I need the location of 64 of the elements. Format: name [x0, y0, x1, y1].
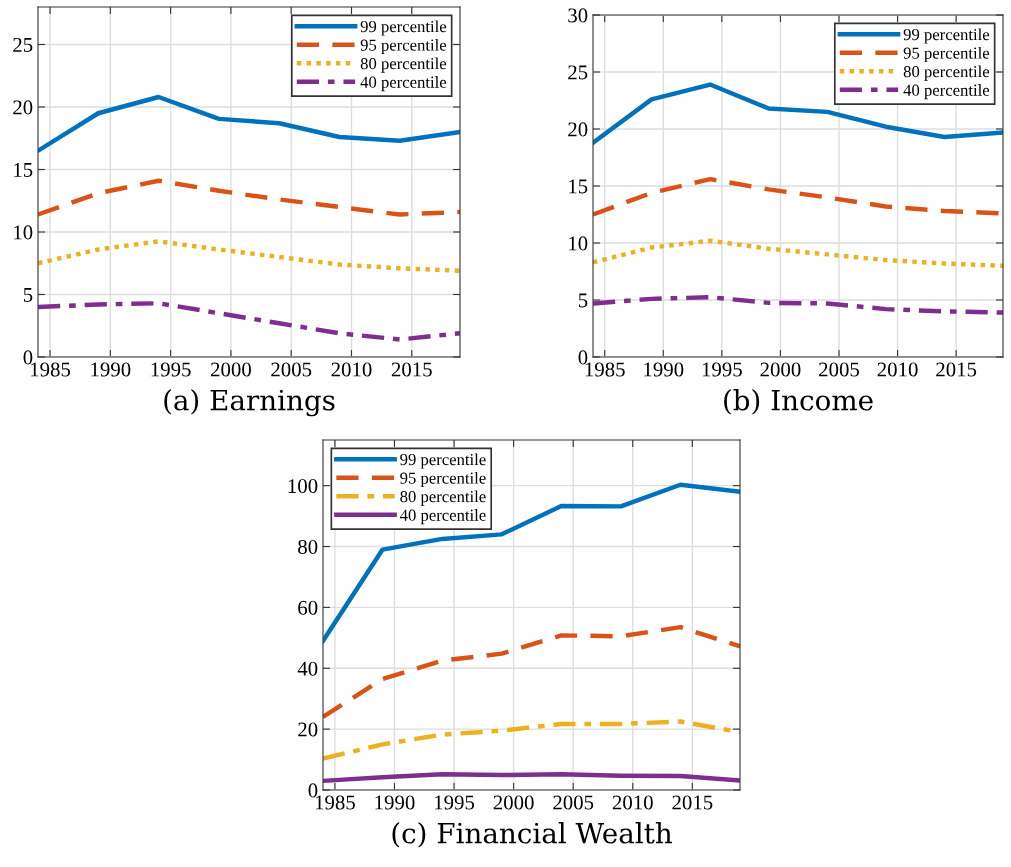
line-series [38, 301, 460, 342]
x-tick-label: 2005 [553, 795, 594, 810]
legend-label: 80 percentile [360, 57, 447, 73]
legend-label: 99 percentile [360, 20, 447, 36]
y-tick-label: 10 [14, 225, 33, 240]
x-axis-title: (c) Financial Wealth [392, 822, 672, 848]
legend-label: 40 percentile [399, 509, 486, 525]
x-tick-label: 2010 [331, 362, 372, 377]
y-tick-label: 5 [578, 293, 588, 308]
y-tick-label: 0 [578, 350, 588, 365]
x-tick-label: 1990 [644, 362, 684, 377]
y-tick-label: 10 [569, 236, 588, 251]
line-series [38, 94, 460, 153]
y-tick-label: 15 [14, 162, 33, 177]
x-tick-label: 2010 [877, 362, 918, 377]
y-tick-label: 25 [13, 37, 33, 52]
y-tick-label: 0 [23, 350, 33, 365]
x-tick-label: 2005 [271, 362, 312, 377]
y-tick-label: 30 [568, 8, 588, 23]
line-series [593, 294, 1003, 315]
line-series [38, 239, 460, 273]
y-tick-label: 20 [13, 100, 33, 115]
legend-label: 80 percentile [400, 490, 486, 506]
y-tick-label: 40 [297, 661, 318, 676]
line-series [593, 238, 1003, 269]
x-tick-label: 1985 [315, 795, 355, 810]
line-series [38, 178, 460, 217]
line-series [323, 624, 740, 720]
x-axis-title: (b) Income [724, 389, 873, 415]
y-tick-label: 20 [568, 122, 588, 137]
legend-label: 40 percentile [360, 76, 447, 92]
y-tick-label: 5 [23, 288, 33, 302]
x-tick-label: 2015 [936, 362, 977, 377]
x-tick-label: 2000 [493, 795, 534, 810]
x-tick-label: 1995 [435, 795, 475, 810]
y-tick-label: 0 [308, 783, 318, 798]
x-tick-label: 2010 [612, 795, 653, 810]
legend-label: 80 percentile [903, 65, 990, 81]
x-tick-label: 2015 [672, 795, 713, 810]
line-series [593, 82, 1003, 145]
x-tick-label: 1990 [91, 362, 131, 377]
x-tick-label: 1995 [151, 362, 191, 377]
y-tick-label: 80 [298, 539, 318, 554]
legend-label: 99 percentile [400, 453, 486, 469]
legend-label: 95 percentile [360, 38, 447, 55]
x-tick-label: 2005 [819, 362, 860, 377]
x-tick-label: 1990 [375, 795, 415, 810]
x-tick-label: 2000 [211, 362, 251, 377]
x-tick-label: 1985 [585, 362, 625, 377]
y-tick-label: 20 [298, 722, 318, 737]
x-axis-title: (a) Earnings [164, 389, 335, 417]
x-tick-label: 1995 [702, 362, 742, 377]
y-tick-label: 25 [568, 65, 588, 80]
line-series [323, 771, 740, 784]
x-tick-label: 2015 [391, 362, 432, 377]
y-tick-label: 100 [288, 479, 318, 494]
x-tick-label: 2000 [760, 362, 801, 377]
legend-label: 95 percentile [903, 46, 990, 63]
legend-label: 40 percentile [903, 84, 990, 100]
y-tick-label: 15 [569, 179, 588, 194]
legend-label: 95 percentile [400, 471, 486, 488]
y-tick-label: 60 [298, 600, 318, 615]
x-tick-label: 1985 [31, 362, 71, 377]
legend-label: 99 percentile [903, 28, 990, 44]
